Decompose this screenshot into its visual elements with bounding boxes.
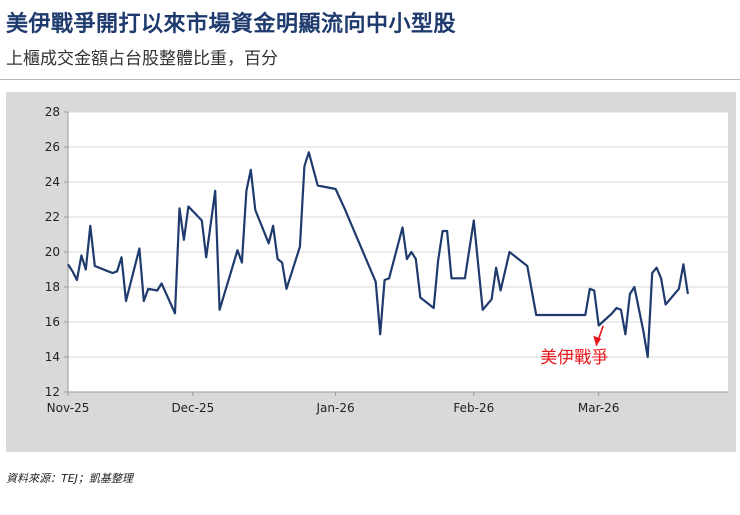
chart-subtitle: 上櫃成交金額占台股整體比重，百分 bbox=[6, 49, 278, 69]
y-tick-label: 26 bbox=[45, 140, 60, 154]
y-tick-label: 24 bbox=[45, 175, 60, 189]
annotation-label: 美伊戰爭 bbox=[540, 348, 608, 368]
chart-title: 美伊戰爭開打以來市場資金明顯流向中小型股 bbox=[6, 12, 457, 37]
y-tick-label: 28 bbox=[45, 105, 60, 119]
y-tick-label: 22 bbox=[45, 210, 60, 224]
y-tick-label: 20 bbox=[45, 245, 60, 259]
series-line bbox=[67, 151, 689, 359]
y-tick-label: 12 bbox=[45, 385, 60, 399]
y-tick-label: 18 bbox=[45, 280, 60, 294]
source-note: 資料來源：TEJ；凱基整理 bbox=[6, 472, 133, 485]
tick-layer: 12 14 16 18 20 22 24 26 28 Nov-25 Dec-25 Jan-26 Feb-… bbox=[45, 105, 620, 415]
x-tick-label: Jan-26 bbox=[316, 401, 355, 415]
x-tick-label: Nov-25 bbox=[47, 401, 90, 415]
grid-layer bbox=[68, 111, 728, 358]
y-tick-label: 16 bbox=[45, 315, 60, 329]
y-tick-label: 14 bbox=[45, 350, 60, 364]
annotation-layer: 美伊戰爭 bbox=[540, 325, 608, 368]
chart-svg: 12 14 16 18 20 22 24 26 28 Nov-25 Dec-25 Jan-26 Feb-… bbox=[45, 105, 728, 415]
x-tick-label: Feb-26 bbox=[453, 401, 494, 415]
x-tick-label: Mar-26 bbox=[578, 401, 619, 415]
header-divider bbox=[0, 79, 740, 80]
annotation-arrowhead bbox=[593, 335, 602, 346]
series-layer bbox=[67, 151, 689, 359]
x-tick-label: Dec-25 bbox=[171, 401, 214, 415]
